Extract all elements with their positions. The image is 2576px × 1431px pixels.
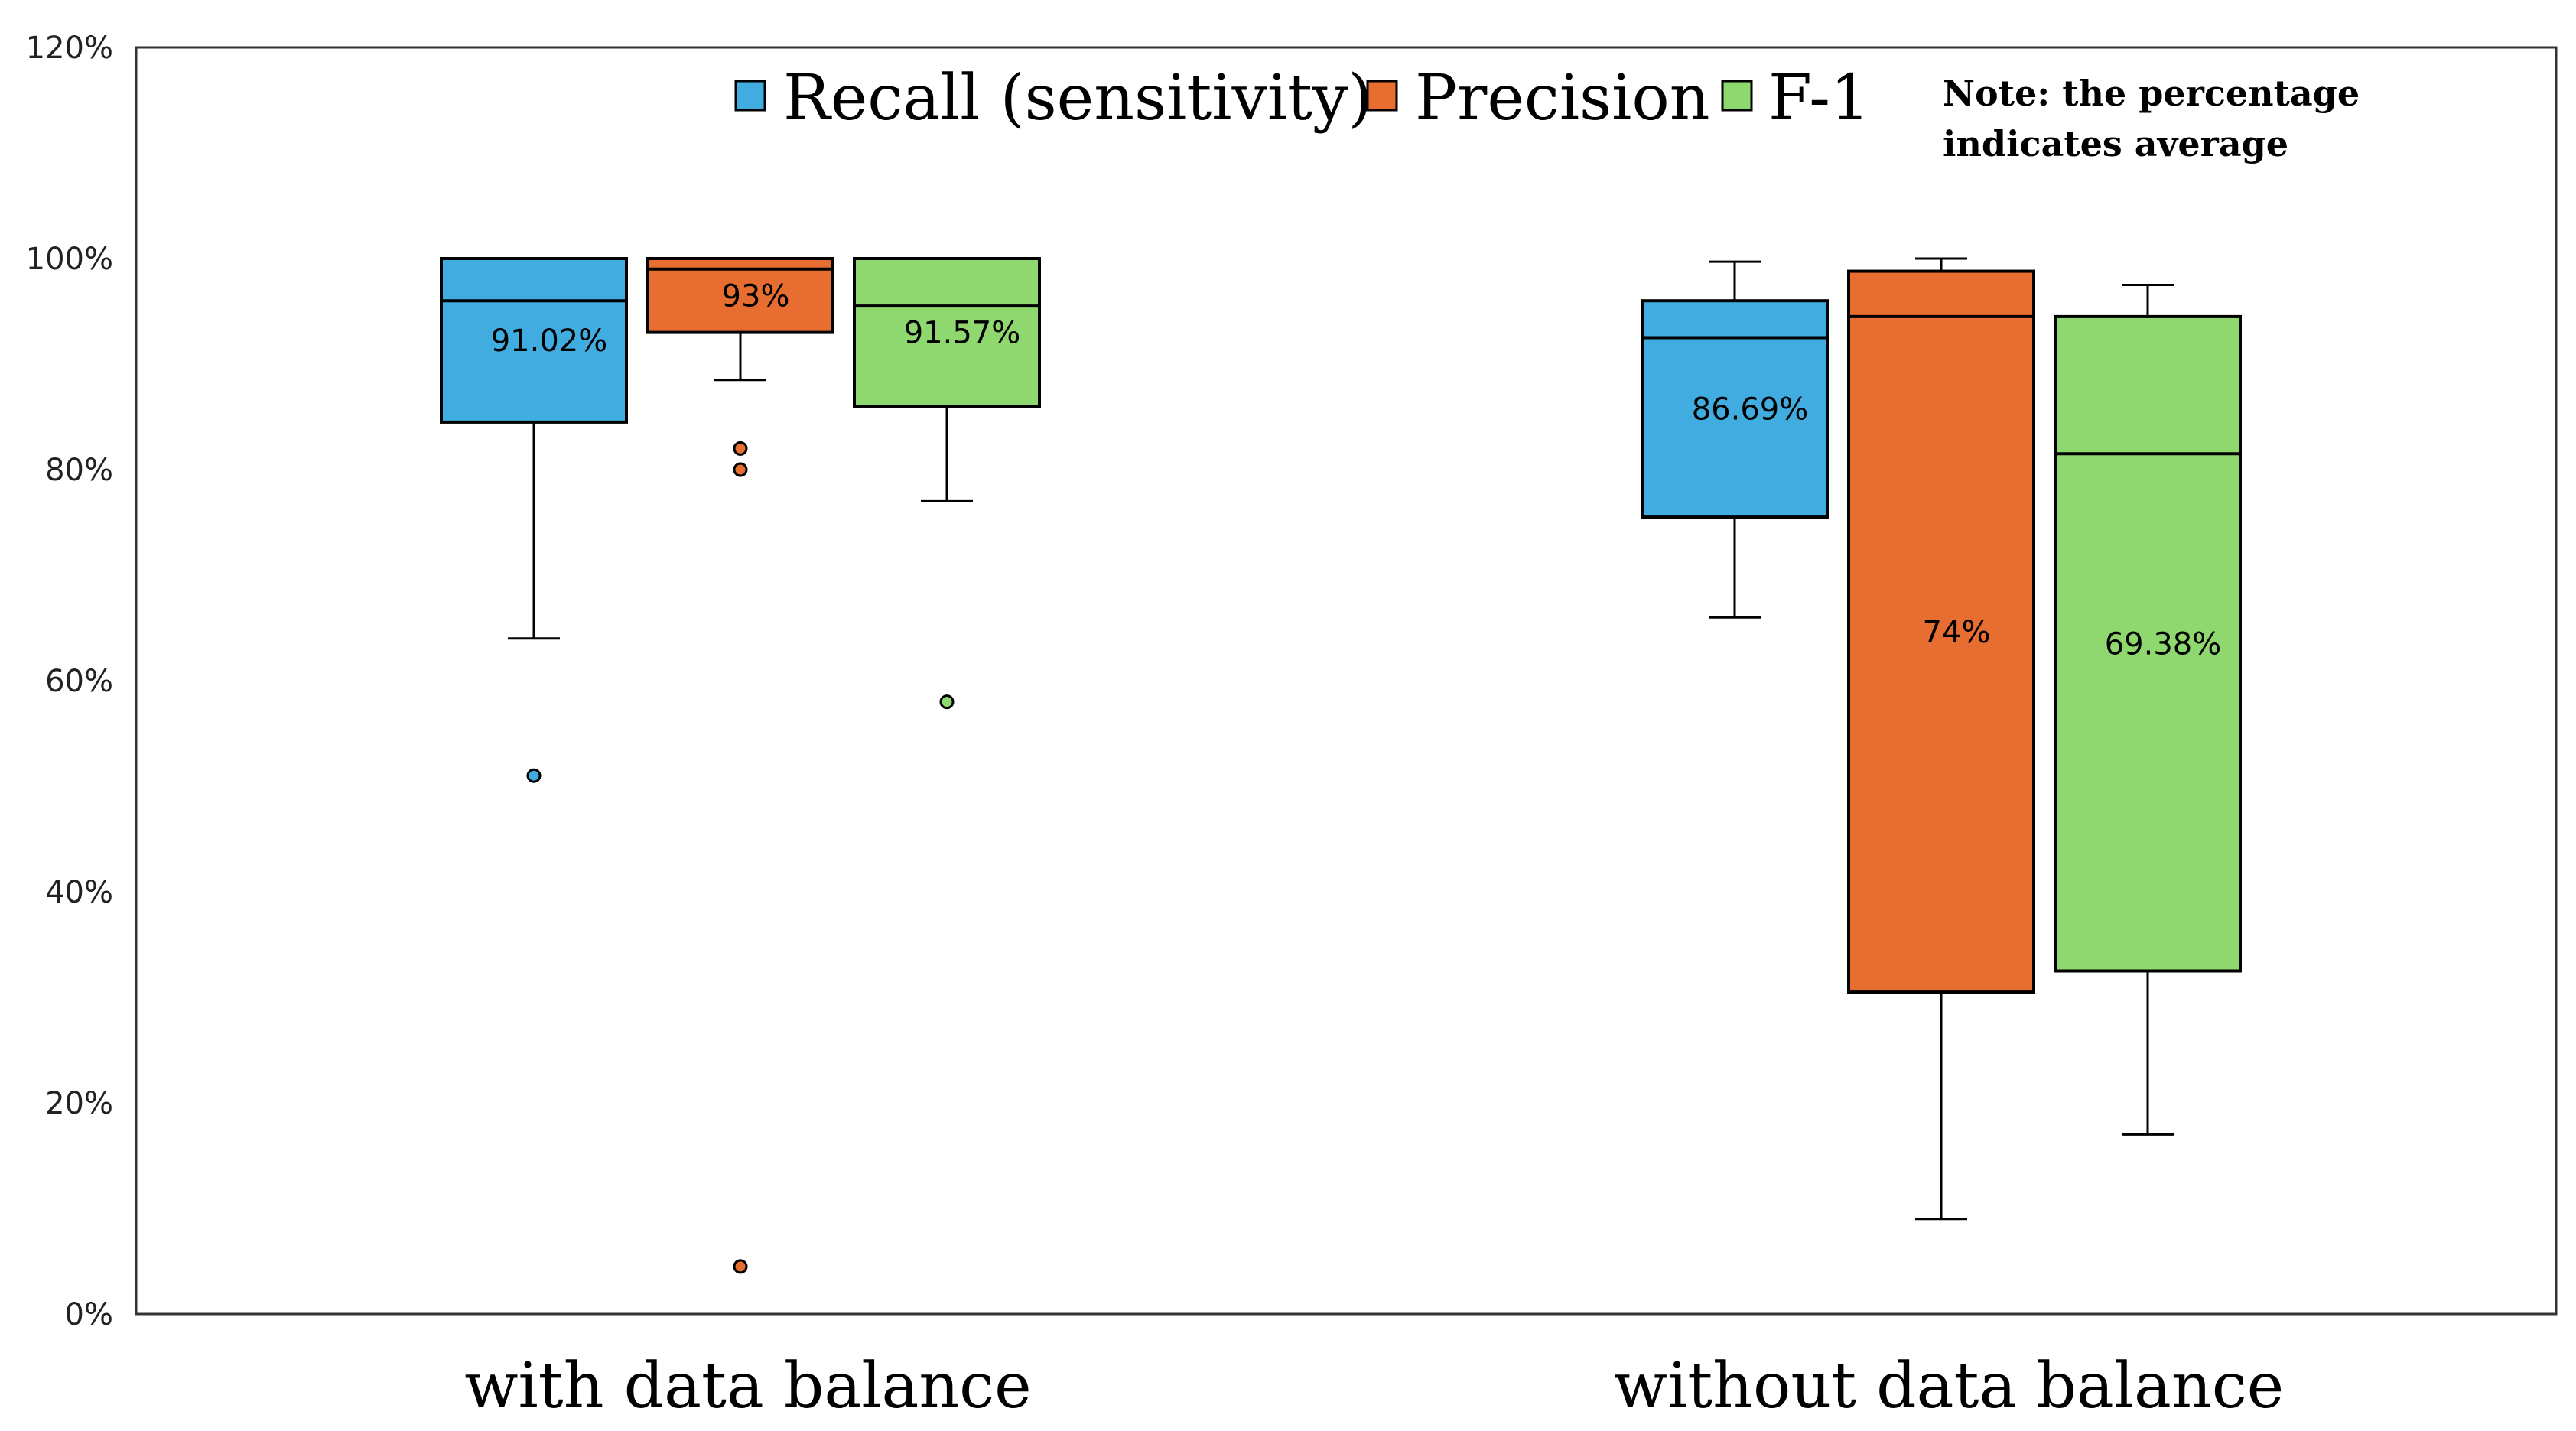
average-label: 91.02%	[491, 324, 608, 359]
average-label: 91.57%	[904, 316, 1021, 351]
legend-swatch	[1366, 80, 1398, 112]
box	[1847, 269, 2035, 994]
box	[646, 257, 834, 334]
plot-area-frame	[135, 46, 2558, 1316]
y-tick-label: 100%	[26, 242, 113, 277]
legend-label: Recall (sensitivity)	[783, 62, 1372, 135]
average-label: 93%	[722, 278, 790, 314]
y-tick-label: 20%	[45, 1086, 113, 1121]
average-label: 69.38%	[2105, 627, 2222, 662]
y-tick-label: 60%	[45, 664, 113, 699]
outlier-point	[939, 694, 955, 710]
chart-note: Note: the percentage	[1943, 73, 2360, 114]
legend-swatch	[734, 80, 766, 112]
legend-swatch	[1721, 80, 1753, 112]
x-category-label: without data balance	[1614, 1350, 2284, 1423]
outlier-point	[733, 462, 748, 477]
legend-label: Precision	[1415, 62, 1710, 135]
chart-note: indicates average	[1943, 123, 2288, 164]
box	[440, 257, 628, 424]
y-tick-label: 40%	[45, 875, 113, 910]
outlier-point	[733, 441, 748, 456]
y-tick-label: 80%	[45, 453, 113, 488]
legend-label: F-1	[1768, 62, 1870, 135]
average-label: 86.69%	[1692, 392, 1809, 428]
box	[2054, 314, 2242, 973]
x-category-label: with data balance	[464, 1350, 1031, 1423]
y-tick-label: 0%	[65, 1297, 113, 1332]
box	[853, 257, 1041, 408]
outlier-point	[733, 1259, 748, 1274]
outlier-point	[526, 768, 542, 783]
average-label: 74%	[1923, 615, 1991, 650]
y-tick-label: 120%	[26, 31, 113, 66]
